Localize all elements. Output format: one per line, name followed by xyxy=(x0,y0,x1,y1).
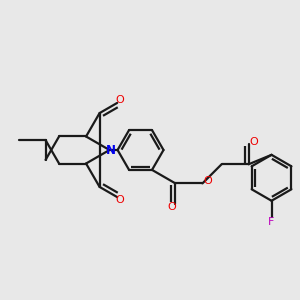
Text: O: O xyxy=(116,195,124,205)
Text: F: F xyxy=(268,217,275,227)
Text: N: N xyxy=(106,143,116,157)
Text: O: O xyxy=(116,95,124,105)
Text: O: O xyxy=(203,176,212,186)
Text: O: O xyxy=(250,137,258,147)
Text: O: O xyxy=(167,202,176,212)
